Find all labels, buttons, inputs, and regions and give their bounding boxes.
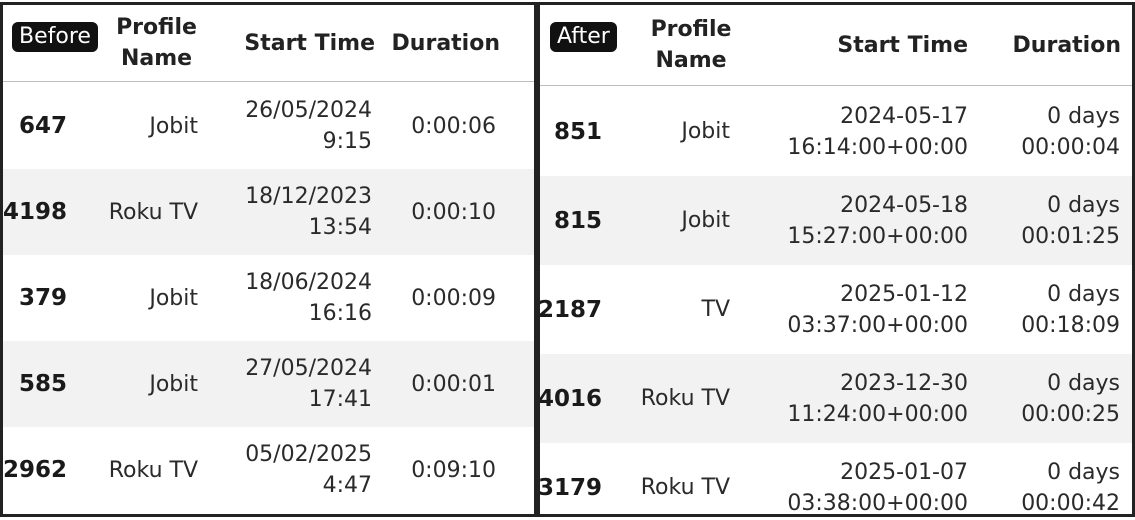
table-row: 3179 Roku TV 2025-01-07 03:38:00+00:00 0 da… xyxy=(537,443,1132,516)
profile-name-cell: Jobit xyxy=(681,208,730,233)
profile-name-cell: Jobit xyxy=(149,285,198,311)
table-row: 851 Jobit 2024-05-17 16:14:00+00:00 0 days … xyxy=(540,87,1132,176)
start-time-cell: 2024-05-17 16:14:00+00:00 xyxy=(787,103,968,160)
row-index: 2187 xyxy=(537,296,602,323)
row-index: 585 xyxy=(18,371,67,397)
duration-cell: 0:00:10 xyxy=(411,199,496,225)
profile-name-cell: Roku TV xyxy=(108,199,198,225)
duration-cell: 0 days 00:00:25 xyxy=(1021,370,1120,427)
duration-cell: 0 days 00:01:25 xyxy=(1021,192,1120,249)
table-row: 2962 Roku TV 05/02/2025 4:47 0:09:10 xyxy=(3,427,534,513)
start-time-cell: 2024-05-18 15:27:00+00:00 xyxy=(787,192,968,249)
before-header-start-time: Start Time xyxy=(244,30,375,56)
table-row: 379 Jobit 18/06/2024 16:16 0:00:09 xyxy=(3,255,534,341)
profile-name-cell: Jobit xyxy=(149,113,198,139)
start-time-cell: 05/02/2025 4:47 xyxy=(245,442,372,498)
start-time-cell: 18/06/2024 16:16 xyxy=(245,270,372,326)
start-time-cell: 27/05/2024 17:41 xyxy=(245,356,372,412)
profile-name-cell: Roku TV xyxy=(640,386,730,411)
profile-name-cell: Roku TV xyxy=(108,457,198,483)
table-row: 2187 TV 2025-01-12 03:37:00+00:00 0 days 00… xyxy=(540,265,1132,354)
before-badge: Before xyxy=(12,22,98,52)
after-badge: After xyxy=(550,22,617,52)
row-index: 4198 xyxy=(2,199,67,225)
row-index: 2962 xyxy=(2,457,67,483)
profile-name-cell: Jobit xyxy=(149,371,198,397)
profile-name-cell: TV xyxy=(701,297,731,322)
duration-cell: 0 days 00:18:09 xyxy=(1021,281,1120,338)
duration-cell: 0:09:10 xyxy=(411,457,496,483)
row-index: 647 xyxy=(18,113,67,139)
profile-name-cell: Jobit xyxy=(681,119,730,144)
table-row: 4198 Roku TV 18/12/2023 13:54 0:00:10 xyxy=(3,169,534,255)
row-index: 4016 xyxy=(537,385,602,412)
after-header-profile-name: Profile Name xyxy=(650,17,732,73)
table-row: 815 Jobit 2024-05-18 15:27:00+00:00 0 days … xyxy=(540,176,1132,265)
row-index: 815 xyxy=(553,207,602,234)
start-time-cell: 2025-01-07 03:38:00+00:00 xyxy=(787,459,968,516)
after-table-panel: After Profile Name Start Time Duration 8… xyxy=(537,2,1135,517)
table-row: 4016 Roku TV 2023-12-30 11:24:00+00:00 0 da… xyxy=(540,354,1132,443)
duration-cell: 0 days 00:00:42 xyxy=(1021,459,1120,516)
after-header-start-time: Start Time xyxy=(837,32,968,58)
duration-cell: 0:00:09 xyxy=(411,285,496,311)
row-index: 851 xyxy=(553,118,602,145)
start-time-cell: 18/12/2023 13:54 xyxy=(245,184,372,240)
row-index: 379 xyxy=(18,285,67,311)
start-time-cell: 2025-01-12 03:37:00+00:00 xyxy=(787,281,968,338)
start-time-cell: 26/05/2024 9:15 xyxy=(245,98,372,154)
before-header-profile-name: Profile Name xyxy=(116,15,197,71)
duration-cell: 0:00:01 xyxy=(411,371,496,397)
after-header-row: Profile Name Start Time Duration xyxy=(540,5,1132,86)
before-header-row: Profile Name Start Time Duration xyxy=(3,5,534,82)
start-time-cell: 2023-12-30 11:24:00+00:00 xyxy=(787,370,968,427)
table-row: 585 Jobit 27/05/2024 17:41 0:00:01 xyxy=(3,341,534,427)
profile-name-cell: Roku TV xyxy=(640,475,730,500)
duration-cell: 0:00:06 xyxy=(411,113,496,139)
before-header-duration: Duration xyxy=(391,30,500,56)
after-header-duration: Duration xyxy=(1012,32,1121,58)
before-table-panel: Before Profile Name Start Time Duration … xyxy=(0,2,537,517)
duration-cell: 0 days 00:00:04 xyxy=(1021,103,1120,160)
table-row: 647 Jobit 26/05/2024 9:15 0:00:06 xyxy=(3,83,534,169)
row-index: 3179 xyxy=(537,474,602,501)
